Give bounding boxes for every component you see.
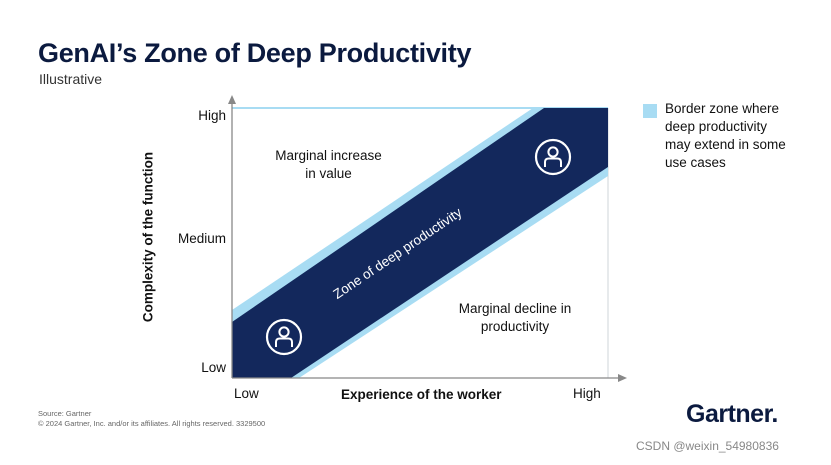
deep-productivity-band	[232, 108, 608, 378]
upper-region-label: Marginal increase in value	[256, 147, 401, 183]
lower-region-label: Marginal decline in productivity	[440, 300, 590, 336]
watermark: CSDN @weixin_54980836	[636, 439, 779, 453]
gartner-logo: Gartner.	[686, 400, 778, 428]
legend-swatch	[643, 104, 657, 118]
upper-region-line: Marginal increase	[275, 148, 382, 163]
upper-region-line: in value	[305, 166, 352, 181]
lower-region-line: productivity	[480, 319, 550, 334]
y-tick-low: Low	[201, 360, 226, 375]
lower-region-line: Marginal decline in	[458, 301, 572, 316]
y-axis-arrow	[228, 95, 236, 104]
x-axis-label: Experience of the worker	[341, 387, 502, 402]
source-line: Source: Gartner	[38, 409, 92, 418]
y-axis-label: Complexity of the function	[140, 151, 156, 323]
page-subtitle: Illustrative	[39, 71, 103, 87]
y-tick-medium: Medium	[177, 231, 226, 246]
footer-source: Source: Gartner © 2024 Gartner, Inc. and…	[38, 409, 265, 429]
y-tick-high: High	[198, 108, 226, 123]
legend-text: Border zone where deep productivity may …	[665, 101, 786, 170]
x-tick-high: High	[573, 386, 601, 401]
copyright-line: © 2024 Gartner, Inc. and/or its affiliat…	[38, 419, 266, 428]
x-axis-arrow	[618, 374, 627, 382]
x-tick-low: Low	[234, 386, 259, 401]
person-icon	[265, 318, 303, 356]
page-title: GenAI’s Zone of Deep Productivity	[38, 38, 472, 68]
person-icon	[534, 138, 572, 176]
